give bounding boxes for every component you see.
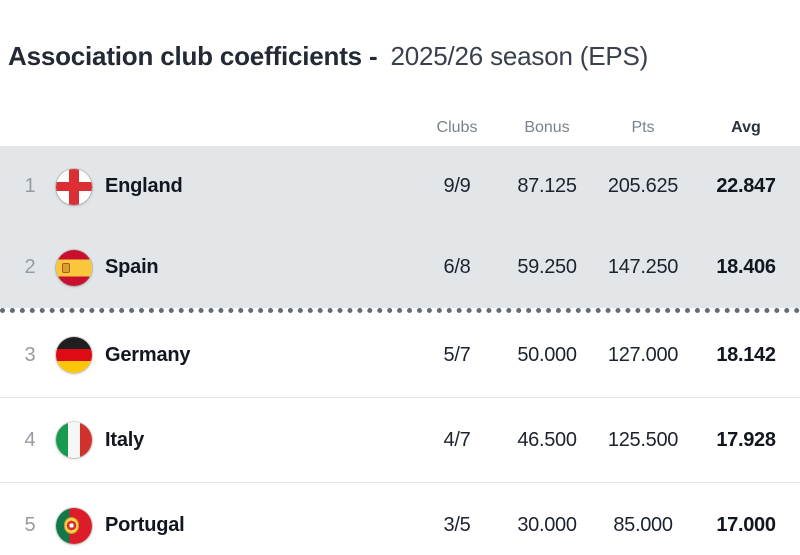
coefficients-table: Clubs Bonus Pts Avg 1 England 9/9 87.125… (0, 102, 800, 555)
clubs-value: 5/7 (443, 343, 471, 366)
italy-flag-icon (56, 422, 92, 458)
avg-value: 18.406 (716, 256, 776, 278)
table-row-italy[interactable]: 4 Italy 4/7 46.500 125.500 17.928 (0, 398, 800, 483)
table-row-england[interactable]: 1 England 9/9 87.125 205.625 22.847 (0, 146, 800, 227)
avg-value: 17.928 (716, 428, 776, 451)
country-name: Portugal (105, 514, 185, 536)
column-header-avg[interactable]: Avg (731, 119, 761, 136)
rank-number: 3 (24, 343, 36, 366)
country-cell: 1 England (0, 168, 410, 205)
country-cell: 2 Spain (0, 249, 410, 286)
clubs-value: 3/5 (443, 514, 471, 536)
bonus-value: 50.000 (517, 343, 577, 366)
pts-value: 127.000 (607, 343, 679, 366)
title-main: Association club coefficients - (8, 41, 378, 71)
column-header-clubs[interactable]: Clubs (436, 119, 478, 136)
avg-value: 17.000 (716, 514, 776, 536)
qualification-cutoff-line (0, 308, 800, 313)
country-name: Germany (105, 343, 191, 366)
pts-value: 85.000 (613, 514, 673, 536)
avg-value: 22.847 (716, 175, 776, 197)
country-cell: 4 Italy (0, 422, 410, 458)
country-name: Spain (105, 256, 159, 278)
germany-flag-icon (56, 337, 92, 373)
clubs-value: 4/7 (443, 428, 471, 451)
pts-value: 125.500 (607, 428, 679, 451)
clubs-value: 6/8 (443, 256, 471, 278)
england-flag-icon (56, 168, 92, 205)
table-row-spain[interactable]: 2 Spain 6/8 59.250 147.250 18.406 (0, 227, 800, 308)
country-name: Italy (105, 428, 145, 451)
rank-number: 2 (24, 256, 36, 278)
table-row-portugal[interactable]: 5 Portugal 3/5 30.000 85.000 17.000 (0, 483, 800, 555)
spain-flag-icon (56, 249, 92, 286)
bonus-value: 46.500 (517, 428, 577, 451)
column-header-bonus[interactable]: Bonus (524, 119, 570, 136)
table-row-germany[interactable]: 3 Germany 5/7 50.000 127.000 18.142 (0, 313, 800, 398)
clubs-value: 9/9 (443, 175, 471, 197)
pts-value: 147.250 (607, 256, 679, 278)
rank-number: 5 (24, 514, 36, 536)
avg-value: 18.142 (716, 343, 776, 366)
rank-number: 1 (24, 175, 36, 197)
bonus-value: 30.000 (517, 514, 577, 536)
portugal-flag-icon (56, 507, 92, 544)
country-cell: 5 Portugal (0, 507, 410, 544)
page-title: Association club coefficients - 2025/26 … (8, 40, 792, 72)
rank-number: 4 (24, 428, 36, 451)
title-season: 2025/26 season (EPS) (390, 41, 649, 71)
table-header-row: Clubs Bonus Pts Avg (0, 102, 800, 146)
country-cell: 3 Germany (0, 337, 410, 373)
column-header-pts[interactable]: Pts (631, 119, 655, 136)
bonus-value: 87.125 (517, 175, 577, 197)
bonus-value: 59.250 (517, 256, 577, 278)
pts-value: 205.625 (607, 175, 679, 197)
country-name: England (105, 175, 183, 197)
